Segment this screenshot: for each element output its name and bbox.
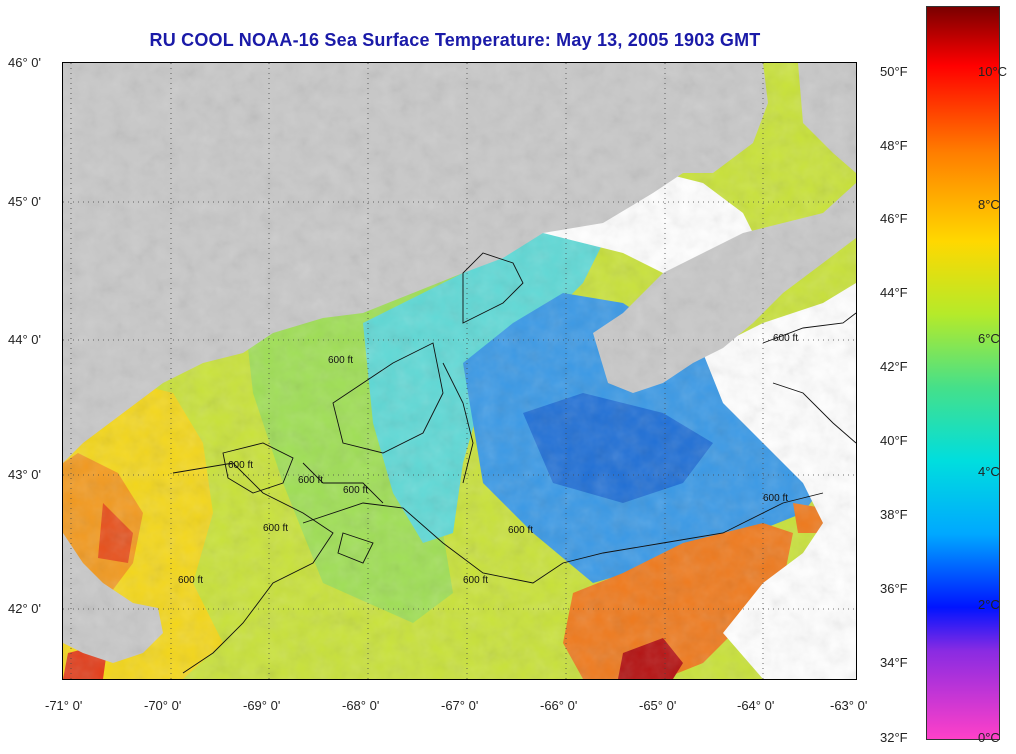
contour-label: 600 ft [463,575,488,586]
c-label: 4°C [978,464,1000,479]
contour-label: 600 ft [263,523,288,534]
lon-label-64: -64° 0' [737,698,775,713]
lon-label-66: -66° 0' [540,698,578,713]
lon-label-65: -65° 0' [639,698,677,713]
contour-label: 600 ft [178,575,203,586]
lat-label-46: 46° 0' [8,55,41,70]
lon-label-68: -68° 0' [342,698,380,713]
c-label: 2°C [978,597,1000,612]
c-label: 8°C [978,197,1000,212]
depth-contours [172,252,856,674]
lon-label-63: -63° 0' [830,698,868,713]
lon-label-70: -70° 0' [144,698,182,713]
contour-labels: 600 ft 600 ft 600 ft 600 ft 600 ft 600 f… [178,333,798,586]
lon-label-67: -67° 0' [441,698,479,713]
lon-label-69: -69° 0' [243,698,281,713]
temperature-colorbar [926,6,1000,740]
f-label: 42°F [880,359,908,374]
c-label: 6°C [978,331,1000,346]
f-label: 48°F [880,138,908,153]
map-title: RU COOL NOAA-16 Sea Surface Temperature:… [149,30,761,50]
f-label: 40°F [880,433,908,448]
lon-label-71: -71° 0' [45,698,83,713]
lat-label-45: 45° 0' [8,194,41,209]
f-label: 32°F [880,730,908,745]
lat-label-42: 42° 0' [8,601,41,616]
sst-texture [63,63,856,679]
f-label: 50°F [880,64,908,79]
lat-label-44: 44° 0' [8,332,41,347]
contour-label: 600 ft [298,475,323,486]
f-label: 38°F [880,507,908,522]
contour-label: 600 ft [508,525,533,536]
f-label: 34°F [880,655,908,670]
contour-label: 600 ft [343,485,368,496]
lat-label-43: 43° 0' [8,467,41,482]
contour-label: 600 ft [773,333,798,344]
contour-label: 600 ft [228,460,253,471]
contour-label: 600 ft [328,355,353,366]
c-label: 10°C [978,64,1008,79]
graticule [63,63,856,679]
sst-map[interactable]: 600 ft 600 ft 600 ft 600 ft 600 ft 600 f… [62,62,857,680]
c-label: 0°C [978,730,1000,745]
contour-label: 600 ft [763,493,788,504]
f-label: 46°F [880,211,908,226]
f-label: 44°F [880,285,908,300]
f-label: 36°F [880,581,908,596]
